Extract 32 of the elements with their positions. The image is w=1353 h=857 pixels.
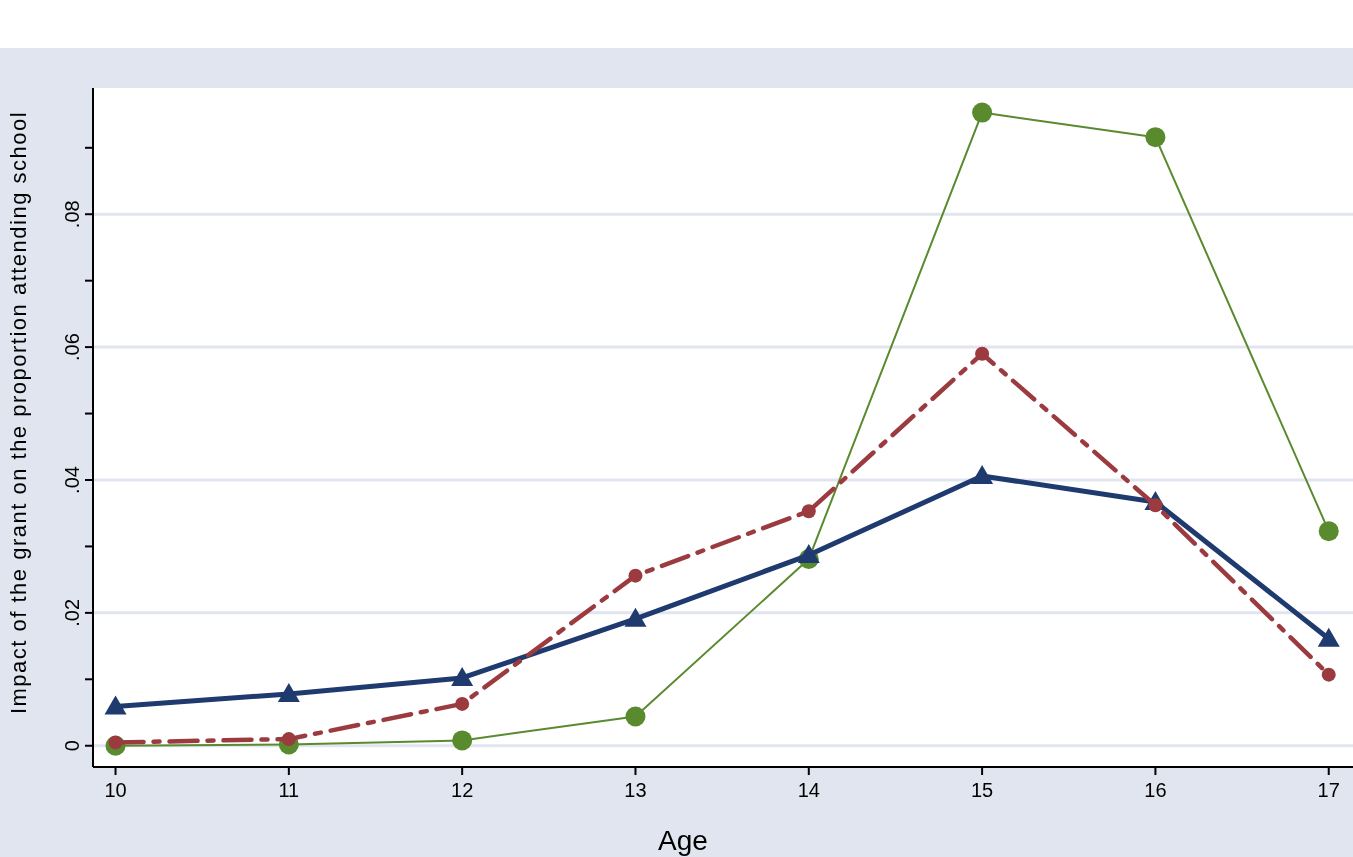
x-tick-label: 12	[451, 779, 474, 801]
point	[1317, 627, 1340, 647]
point	[972, 102, 993, 123]
point	[455, 696, 470, 711]
x-tick-label: 15	[970, 779, 994, 801]
x-tick-label: 13	[624, 779, 647, 801]
y-tick-label: .08	[61, 200, 83, 229]
point	[971, 465, 994, 484]
point	[452, 730, 473, 751]
y-tick-label: .06	[61, 333, 83, 362]
x-tick-label: 14	[797, 779, 820, 801]
point	[451, 666, 474, 686]
x-tick-label: 11	[278, 779, 300, 801]
x-tick-label: 17	[1317, 779, 1340, 801]
point	[104, 695, 127, 715]
point	[625, 706, 646, 727]
y-tick-label: 0	[61, 740, 83, 752]
point	[624, 607, 647, 627]
x-tick-label: 10	[104, 779, 127, 801]
point	[801, 504, 816, 519]
point	[1321, 667, 1336, 682]
y-axis-title: Impact of the grant on the proportion attending school	[6, 110, 31, 715]
x-axis-title: Age	[658, 825, 708, 856]
point	[1318, 521, 1339, 542]
point	[628, 568, 643, 583]
y-tick-label: .02	[61, 598, 83, 627]
y-tick-label: .04	[61, 466, 83, 494]
point	[1145, 127, 1166, 148]
x-tick-label: 16	[1144, 779, 1167, 801]
point	[797, 544, 820, 564]
point	[277, 682, 300, 702]
point	[975, 346, 990, 361]
